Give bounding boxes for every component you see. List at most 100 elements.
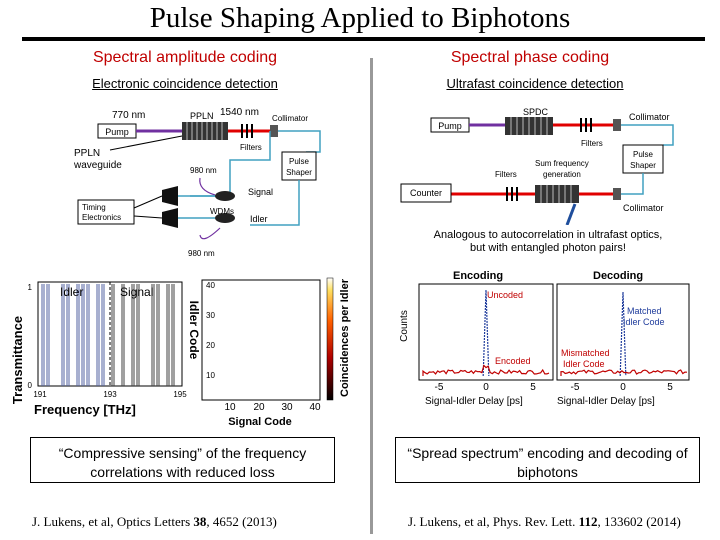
transmittance-plot: Transmittance Idler Signal 1 0 191 193 1…	[10, 281, 187, 417]
left-caption: “Compressive sensing” of the frequency c…	[30, 437, 335, 483]
encoded-label: Encoded	[495, 356, 531, 366]
signal-code-axis-label: Signal Code	[228, 416, 292, 428]
mismatched-label-1: Mismatched	[561, 348, 610, 358]
enc-x-tick-0: 0	[483, 382, 489, 393]
spdc-grating-icon	[510, 117, 548, 135]
frequency-axis-label: Frequency [THz]	[34, 402, 136, 417]
left-reference-suffix: , 4652 (2013)	[206, 514, 277, 529]
fiber-coil-icon	[199, 177, 216, 196]
matched-label-2: Idler Code	[623, 317, 665, 327]
uncoded-label: Uncoded	[487, 290, 523, 300]
uncoded-peak	[482, 289, 490, 377]
heatmap-x-tick-20: 20	[253, 402, 265, 413]
heatmap-frame	[201, 279, 321, 401]
heatmap-y-tick-40: 40	[206, 281, 215, 290]
left-reference-volume: 38	[193, 514, 207, 529]
filter-bottom-grating-icon	[506, 187, 518, 201]
pointer-arrow-icon	[109, 135, 183, 151]
ppln-label: PPLN	[190, 111, 214, 121]
counts-axis-label: Counts	[399, 310, 410, 342]
laser-1540-label: 1540 nm	[220, 107, 259, 118]
heatmap-y-tick-30: 30	[206, 311, 215, 320]
ppln-waveguide-label-2: waveguide	[73, 160, 122, 171]
enc-x-axis-label: Signal-Idler Delay [ps]	[425, 396, 523, 407]
sfg-grating-icon	[540, 185, 572, 203]
x-tick-191: 191	[33, 390, 47, 399]
title-underline	[22, 37, 705, 41]
filters-top-label: Filters	[581, 139, 603, 148]
right-reference: J. Lukens, et al, Phys. Rev. Lett. 112, …	[408, 514, 718, 530]
signal-label: Signal	[248, 187, 273, 197]
idler-label: Idler	[250, 214, 268, 224]
collimator-lens-icon	[270, 125, 278, 137]
fiber-right-top	[621, 124, 674, 146]
filter-grating-icon	[241, 124, 253, 138]
signal-band-label: Signal	[120, 285, 153, 299]
analogy-note-line2: but with entangled photon pairs!	[470, 242, 626, 254]
right-setup-diagram: SPDC Pump Collimator Filters Pulse Shape…	[400, 107, 674, 225]
left-subheading: Electronic coincidence detection	[92, 76, 278, 91]
right-subheading: Ultrafast coincidence detection	[446, 76, 624, 91]
timing-label-1: Timing	[82, 203, 106, 212]
cable-idler	[133, 215, 163, 219]
heatmap-x-tick-40: 40	[309, 402, 321, 413]
matched-label-1: Matched	[627, 306, 662, 316]
fiber-path-top	[278, 130, 321, 153]
heatmap-x-tick-10: 10	[224, 402, 236, 413]
pump-label: Pump	[105, 127, 129, 137]
enc-x-tick-neg5: -5	[435, 382, 444, 393]
slide-title: Pulse Shaping Applied to Biphotons	[149, 2, 571, 34]
nm980-top-label: 980 nm	[190, 166, 217, 175]
dec-x-axis-label: Signal-Idler Delay [ps]	[557, 396, 655, 407]
matched-peak	[619, 291, 627, 377]
column-divider	[370, 58, 373, 534]
x-tick-193: 193	[103, 390, 117, 399]
pulse-shaper-right-label-1: Pulse	[633, 150, 654, 159]
y-tick-0: 0	[28, 381, 33, 390]
left-setup-diagram: Pump 770 nm 1540 nm PPLN Collimator Filt…	[73, 107, 321, 258]
mismatched-trace	[560, 369, 688, 376]
right-reference-suffix: , 133602 (2014)	[597, 514, 681, 529]
filter-top-grating-icon	[580, 118, 592, 132]
collimator-top-label: Collimator	[629, 112, 670, 122]
wdm-idler-icon	[215, 213, 235, 223]
encoded-trace	[422, 364, 550, 376]
transmittance-axis-label: Transmittance	[10, 316, 25, 404]
wdm-signal-icon	[215, 191, 235, 201]
analogy-note-line1: Analogous to autocorrelation in ultrafas…	[433, 229, 663, 241]
pump-label-right: Pump	[438, 121, 462, 131]
fiber-path-idler	[250, 180, 300, 226]
heatmap-y-tick-10: 10	[206, 371, 215, 380]
colorbar-label: Coincidences per Idler	[339, 278, 351, 397]
right-caption: “Spread spectrum” encoding and decoding …	[395, 437, 700, 483]
laser-770-label: 770 nm	[112, 110, 145, 121]
timing-label-2: Electronics	[82, 213, 121, 222]
left-reference-prefix: J. Lukens, et al, Optics Letters	[32, 514, 194, 529]
decoding-title: Decoding	[593, 270, 643, 282]
collimator-bottom-label: Collimator	[623, 203, 664, 213]
spdc-label: SPDC	[523, 107, 549, 117]
idler-code-axis-label: Idler Code	[187, 301, 201, 360]
dec-x-tick-5: 5	[667, 382, 673, 393]
sfg-label-1: Sum frequency	[535, 159, 589, 168]
encoding-title: Encoding	[453, 270, 503, 282]
heatmap-y-tick-20: 20	[206, 341, 215, 350]
detector-signal-icon	[162, 186, 178, 206]
idler-band-label: Idler	[60, 285, 83, 299]
encoding-traces	[422, 289, 550, 377]
counter-box	[400, 183, 452, 203]
collimator-label: Collimator	[272, 114, 308, 123]
sfg-crystal	[535, 185, 579, 203]
collimator-top-lens-icon	[613, 119, 621, 131]
mismatched-label-2: Idler Code	[563, 359, 605, 369]
ppln-grating-icon	[186, 122, 223, 140]
collimator-bottom-lens-icon	[613, 188, 621, 200]
dec-x-tick-0: 0	[620, 382, 626, 393]
ppln-crystal	[182, 122, 228, 140]
dec-x-tick-neg5: -5	[571, 382, 580, 393]
ppln-waveguide-label-1: PPLN	[74, 148, 100, 159]
right-reference-prefix: J. Lukens, et al, Phys. Rev. Lett.	[408, 514, 579, 529]
fiber-right-bottom	[621, 173, 644, 195]
decoding-traces	[560, 291, 688, 377]
filters-bottom-label: Filters	[495, 170, 517, 179]
